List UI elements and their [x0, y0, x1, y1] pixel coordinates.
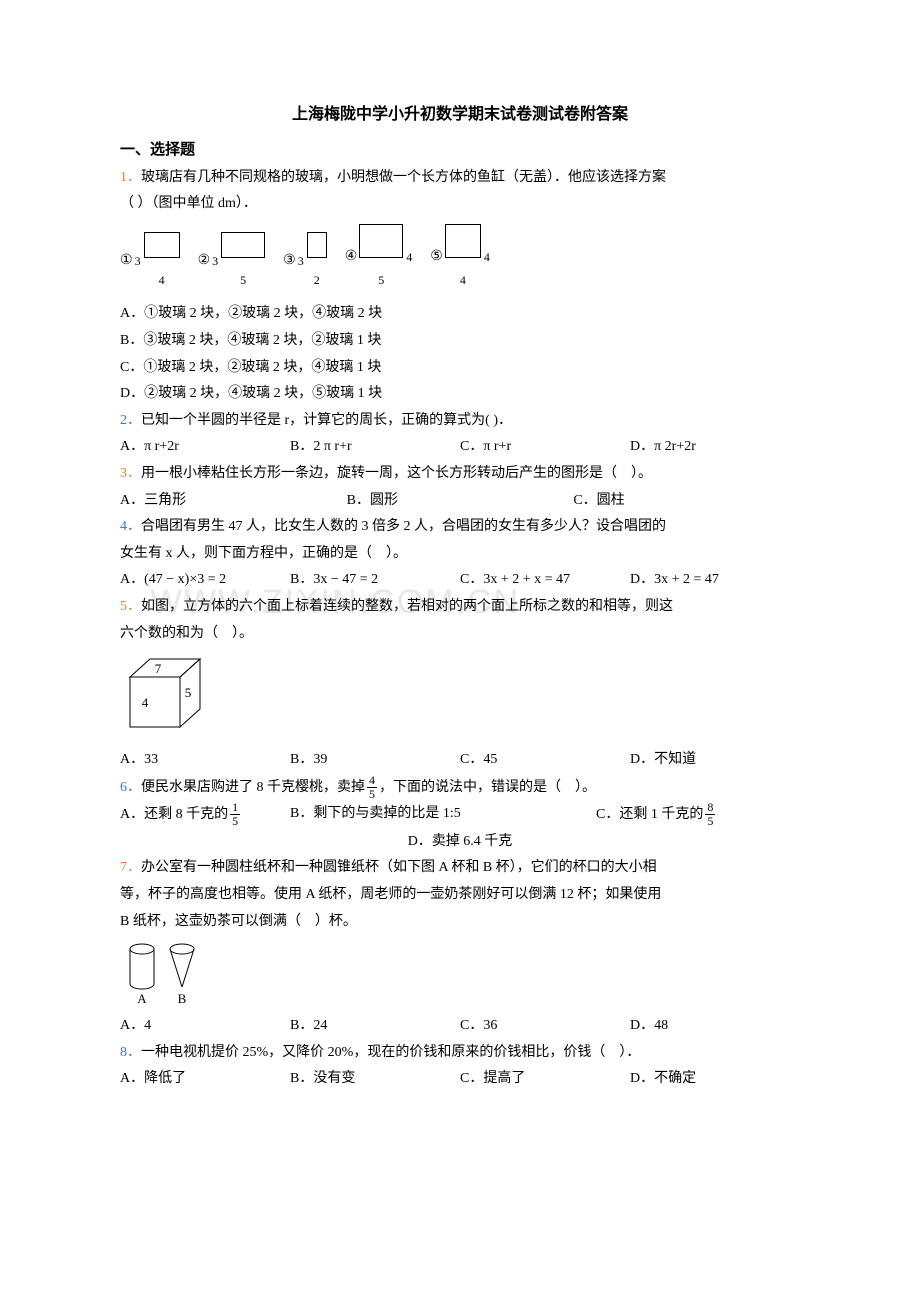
svg-text:B: B — [178, 991, 187, 1006]
q7-A: A．4 — [120, 1013, 290, 1040]
q1-text2: （ ）（图中单位 dm）． — [120, 191, 800, 218]
q2-num: 2． — [120, 413, 141, 428]
glass-shape: ⑤44 — [430, 224, 490, 291]
q5-text1: 如图，立方体的六个面上标着连续的整数，若相对的两个面上所标之数的和相等，则这 — [141, 599, 673, 614]
q1-num: 1． — [120, 170, 141, 185]
svg-text:7: 7 — [155, 661, 162, 676]
q2-C: C．π r+r — [460, 434, 630, 461]
q6-textA: 便民水果店购进了 8 千克樱桃，卖掉 — [141, 780, 365, 795]
q6-C: C．还剩 1 千克的85 — [596, 801, 800, 829]
q4-text1: 合唱团有男生 47 人，比女生人数的 3 倍多 2 人，合唱团的女生有多少人？设… — [141, 519, 666, 534]
q3-opts: A．三角形 B．圆形 C．圆柱 — [120, 488, 800, 515]
q1-shapes: ①34 ②35 ③32 ④54 ⑤44 — [120, 224, 800, 291]
q6-opts-row1: A．还剩 8 千克的15 B．剩下的与卖掉的比是 1:5 C．还剩 1 千克的8… — [120, 801, 800, 829]
q6-textB: ，下面的说法中，错误的是（ ）。 — [379, 780, 596, 795]
q6: 6．便民水果店购进了 8 千克樱桃，卖掉45，下面的说法中，错误的是（ ）。 — [120, 774, 800, 802]
q3: 3．用一根小棒粘住长方形一条边，旋转一周，这个长方形转动后产生的图形是（ ）。 — [120, 461, 800, 488]
q7-text1: 办公室有一种圆柱纸杯和一种圆锥纸杯（如下图 A 杯和 B 杯），它们的杯口的大小… — [141, 860, 657, 875]
q1: 1．玻璃店有几种不同规格的玻璃，小明想做一个长方体的鱼缸（无盖）．他应该选择方案 — [120, 165, 800, 192]
q7-text2: 等，杯子的高度也相等。使用 A 纸杯，周老师的一壶奶茶刚好可以倒满 12 杯；如… — [120, 882, 800, 909]
q2-A: A．π r+2r — [120, 434, 290, 461]
q1-optB: B．③玻璃 2 块，④玻璃 2 块，②玻璃 1 块 — [120, 328, 800, 355]
q7-num: 7． — [120, 860, 141, 875]
q7-D: D．48 — [630, 1013, 800, 1040]
q5-B: B．39 — [290, 747, 460, 774]
q2-D: D．π 2r+2r — [630, 434, 800, 461]
q4-D: D．3x + 2 = 47 — [630, 567, 800, 594]
q4-opts: A．(47 − x)×3 = 2 B．3x − 47 = 2 C．3x + 2 … — [120, 567, 800, 594]
q4: 4．合唱团有男生 47 人，比女生人数的 3 倍多 2 人，合唱团的女生有多少人… — [120, 514, 800, 541]
q5-opts: A．33 B．39 C．45 D．不知道 — [120, 747, 800, 774]
frac-4-5: 45 — [367, 774, 377, 801]
q7: 7．办公室有一种圆柱纸杯和一种圆锥纸杯（如下图 A 杯和 B 杯），它们的杯口的… — [120, 855, 800, 882]
q2-B: B．2 π r+r — [290, 434, 460, 461]
q8-num: 8． — [120, 1045, 141, 1060]
q7-opts: A．4 B．24 C．36 D．48 — [120, 1013, 800, 1040]
q7-C: C．36 — [460, 1013, 630, 1040]
q3-num: 3． — [120, 466, 141, 481]
q2-opts: A．π r+2r B．2 π r+r C．π r+r D．π 2r+2r — [120, 434, 800, 461]
q1-optC: C．①玻璃 2 块，②玻璃 2 块，④玻璃 1 块 — [120, 355, 800, 382]
glass-shape: ④54 — [345, 224, 413, 291]
q5-text2: 六个数的和为（ ）。 — [120, 621, 800, 648]
cube-figure: 7 5 4 — [120, 647, 800, 747]
q8-opts: A．降低了 B．没有变 C．提高了 D．不确定 — [120, 1066, 800, 1093]
svg-text:A: A — [137, 991, 147, 1006]
q2: 2．已知一个半圆的半径是 r，计算它的周长，正确的算式为( )． — [120, 408, 800, 435]
svg-text:4: 4 — [142, 695, 149, 710]
q8-B: B．没有变 — [290, 1066, 460, 1093]
q1-optA: A．①玻璃 2 块，②玻璃 2 块，④玻璃 2 块 — [120, 301, 800, 328]
q8-D: D．不确定 — [630, 1066, 800, 1093]
q4-A: A．(47 − x)×3 = 2 — [120, 567, 290, 594]
q3-text: 用一根小棒粘住长方形一条边，旋转一周，这个长方形转动后产生的图形是（ ）。 — [141, 466, 652, 481]
q4-B: B．3x − 47 = 2 — [290, 567, 460, 594]
glass-shape: ②35 — [198, 232, 266, 291]
q5-num: 5． — [120, 599, 141, 614]
q1-optD: D．②玻璃 2 块，④玻璃 2 块，⑤玻璃 1 块 — [120, 381, 800, 408]
q4-text2: 女生有 x 人，则下面方程中，正确的是（ ）。 — [120, 541, 800, 568]
q7-B: B．24 — [290, 1013, 460, 1040]
q5-C: C．45 — [460, 747, 630, 774]
q7-text3: B 纸杯，这壶奶茶可以倒满（ ）杯。 — [120, 909, 800, 936]
q3-B: B．圆形 — [347, 488, 574, 515]
page-title: 上海梅陇中学小升初数学期末试卷测试卷附答案 — [120, 100, 800, 130]
q4-num: 4． — [120, 519, 141, 534]
q8-A: A．降低了 — [120, 1066, 290, 1093]
q8-text: 一种电视机提价 25%，又降价 20%，现在的价钱和原来的价钱相比，价钱（ ）． — [141, 1045, 640, 1060]
q8-C: C．提高了 — [460, 1066, 630, 1093]
section-heading: 一、选择题 — [120, 136, 800, 165]
q5-D: D．不知道 — [630, 747, 800, 774]
cups-figure: A B — [120, 939, 800, 1009]
q3-C: C．圆柱 — [573, 488, 800, 515]
q1-text1: 玻璃店有几种不同规格的玻璃，小明想做一个长方体的鱼缸（无盖）．他应该选择方案 — [141, 170, 666, 185]
q5-A: A．33 — [120, 747, 290, 774]
q3-A: A．三角形 — [120, 488, 347, 515]
q4-C: C．3x + 2 + x = 47 — [460, 567, 630, 594]
q6-A: A．还剩 8 千克的15 — [120, 801, 290, 829]
q8: 8．一种电视机提价 25%，又降价 20%，现在的价钱和原来的价钱相比，价钱（ … — [120, 1040, 800, 1067]
svg-text:5: 5 — [185, 685, 192, 700]
q6-num: 6． — [120, 780, 141, 795]
glass-shape: ①34 — [120, 232, 180, 291]
q6-B: B．剩下的与卖掉的比是 1:5 — [290, 801, 596, 829]
q2-text: 已知一个半圆的半径是 r，计算它的周长，正确的算式为( )． — [141, 413, 512, 428]
q6-D: D．卖掉 6.4 千克 — [120, 829, 800, 856]
q5: 5．如图，立方体的六个面上标着连续的整数，若相对的两个面上所标之数的和相等，则这 — [120, 594, 800, 621]
glass-shape: ③32 — [283, 232, 327, 291]
